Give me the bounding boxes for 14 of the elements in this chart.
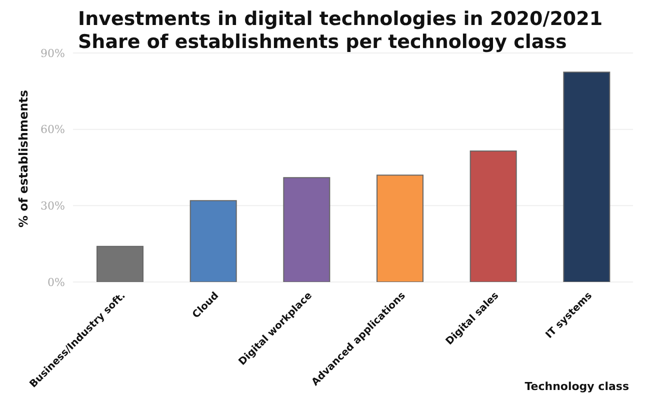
y-tick-label: 60% [40,123,65,136]
y-axis-title: % of establishments [16,90,30,228]
x-axis-title: Technology class [524,380,630,393]
bar [96,246,144,282]
bar [283,177,330,282]
bar [470,150,517,282]
chart-title: Investments in digital technologies in 2020/2021 [78,8,603,31]
y-tick-label: 30% [40,200,65,213]
bar [376,174,424,282]
bar [190,200,237,282]
y-tick-label: 90% [40,46,65,60]
bar [563,72,610,282]
chart-subtitle: Share of establishments per technology class [78,31,568,54]
y-tick-label: 0% [48,276,65,289]
